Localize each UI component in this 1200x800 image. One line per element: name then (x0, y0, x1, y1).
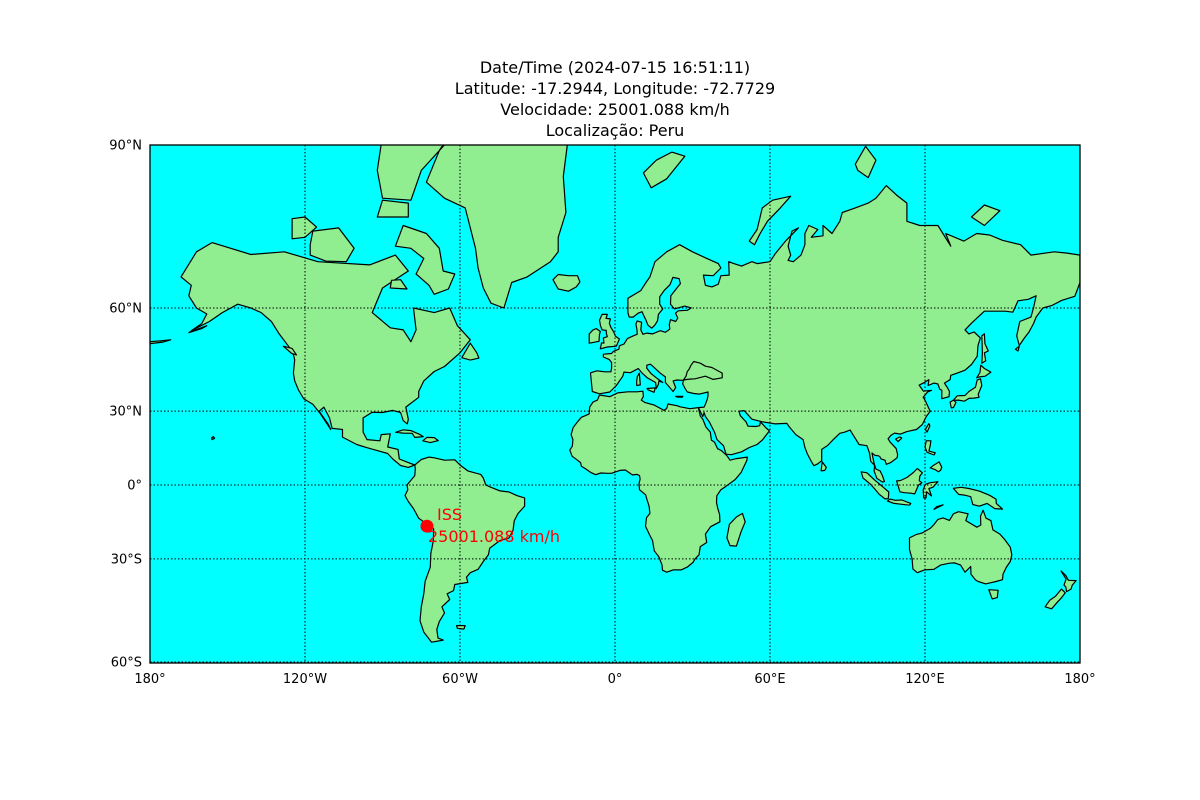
new-siberian-landmass (970, 204, 1001, 227)
map-title: Date/Time (2024-07-15 16:51:11) Latitude… (0, 57, 1200, 141)
title-coordinates: Latitude: -17.2944, Longitude: -72.7729 (454, 79, 776, 98)
japan-honshu-landmass (952, 378, 983, 402)
devon-island-landmass (376, 199, 409, 218)
latitude-tick-label: 0° (127, 479, 142, 494)
latitude-tick-label: 30°S (111, 552, 142, 567)
sardinia-corsica-landmass (636, 372, 641, 387)
tasmania-landmass (988, 589, 999, 600)
longitude-tick-label: 0° (608, 672, 623, 687)
ireland-landmass (588, 328, 601, 344)
japan-hokkaido-landmass (976, 364, 992, 379)
sulawesi-landmass (922, 481, 939, 499)
taiwan-landmass (924, 423, 931, 433)
longitude-tick-label: 60°E (754, 672, 785, 687)
iss-position-marker (420, 519, 434, 533)
hispaniola-landmass (422, 436, 439, 444)
new-zealand-north-landmass (1060, 570, 1077, 593)
new-zealand-south-landmass (1044, 588, 1066, 610)
philippines-mindanao-landmass (929, 461, 943, 473)
svalbard-landmass (642, 151, 686, 189)
vancouver-island-landmass (282, 345, 298, 356)
africa-landmass (569, 390, 748, 573)
longitude-tick-label: 120°E (905, 672, 945, 687)
longitude-tick-label: 180° (134, 672, 165, 687)
victoria-island-landmass (309, 227, 355, 263)
latitude-tick-label: 90°N (109, 139, 142, 154)
iceland-landmass (552, 273, 581, 292)
hawaii-landmass (211, 436, 216, 441)
sri-lanka-landmass (820, 461, 827, 472)
japan-kyushu-landmass (949, 399, 957, 409)
sicily-landmass (646, 387, 656, 393)
iss-name-label: ISS (437, 505, 462, 524)
longitude-tick-label: 60°W (442, 672, 478, 687)
sakhalin-landmass (981, 333, 989, 364)
falklands-landmass (456, 625, 466, 630)
ellesmere-island-landmass (376, 145, 444, 201)
landmasses (150, 145, 1080, 643)
aleutians-landmass (150, 339, 172, 345)
latitude-tick-label: 60°N (109, 302, 142, 317)
philippines-luzon-landmass (924, 440, 936, 456)
kamchatka-islands-landmass (1014, 345, 1020, 352)
latitude-tick-label: 60°S (111, 656, 142, 671)
graticule (150, 145, 1080, 663)
australia-landmass (908, 509, 1013, 585)
novaya-zemlya-landmass (748, 195, 792, 246)
map-frame (149, 144, 1081, 664)
hainan-landmass (895, 436, 903, 443)
severnaya-zemlya-landmass (854, 145, 877, 179)
alaska-peninsula-islands-landmass (188, 325, 208, 334)
newfoundland-landmass (461, 342, 480, 361)
latitude-tick-label: 30°N (109, 405, 142, 420)
new-guinea-landmass (952, 486, 1004, 510)
crete-landmass (675, 395, 684, 398)
timor-landmass (933, 504, 944, 510)
title-speed: Velocidade: 25001.088 km/h (500, 100, 730, 119)
eurasia-landmass (589, 185, 1080, 483)
iss-speed-label: 25001.088 km/h (428, 527, 560, 546)
iss-marker-group: ISS 25001.088 km/h (420, 505, 560, 546)
longitude-tick-label: 120°W (283, 672, 327, 687)
cuba-landmass (395, 429, 424, 438)
madagascar-landmass (726, 512, 746, 547)
longitude-tick-label: 180° (1064, 672, 1095, 687)
java-landmass (886, 498, 912, 506)
borneo-landmass (896, 467, 923, 495)
banks-island-landmass (291, 216, 318, 240)
baffin-island-landmass (394, 224, 456, 295)
southampton-island-landmass (389, 279, 408, 290)
title-location: Localização: Peru (545, 121, 685, 140)
title-datetime: Date/Time (2024-07-15 16:51:11) (479, 58, 751, 77)
great-britain-landmass (598, 313, 620, 350)
greenland-landmass (425, 145, 568, 309)
north-america-landmass (180, 242, 471, 468)
